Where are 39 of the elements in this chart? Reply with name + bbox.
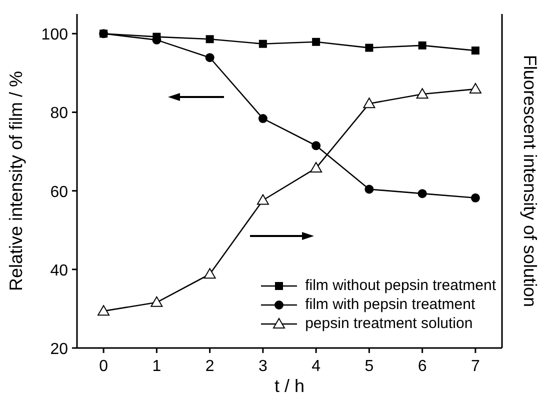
y-tick-label: 60 bbox=[50, 184, 68, 201]
point bbox=[471, 46, 480, 55]
y-tick-label: 80 bbox=[50, 105, 68, 122]
legend-label: film with pepsin treatment bbox=[305, 295, 476, 314]
x-tick-label: 6 bbox=[418, 358, 427, 375]
x-tick-label: 0 bbox=[99, 358, 108, 375]
point bbox=[206, 35, 214, 44]
y2-axis-title: Fluorescent intensity of solution bbox=[520, 54, 540, 308]
x-tick-label: 3 bbox=[258, 358, 268, 375]
x-axis-title: t / h bbox=[274, 376, 305, 396]
point bbox=[310, 162, 322, 173]
y-axis-title: Relative intensity of film / % bbox=[6, 70, 26, 292]
x-tick-label: 2 bbox=[205, 358, 214, 375]
point bbox=[312, 38, 320, 46]
point bbox=[312, 141, 321, 150]
point bbox=[205, 53, 214, 62]
point bbox=[365, 44, 374, 52]
x-tick-label: 7 bbox=[470, 358, 480, 375]
point bbox=[416, 88, 428, 99]
point bbox=[150, 296, 163, 307]
point bbox=[364, 184, 374, 194]
x-tick-label: 1 bbox=[152, 358, 162, 375]
point bbox=[418, 41, 426, 50]
point bbox=[363, 98, 376, 108]
legend-label: pepsin treatment solution bbox=[305, 314, 473, 333]
point bbox=[256, 194, 269, 205]
point bbox=[418, 189, 427, 198]
point bbox=[470, 193, 480, 202]
y-tick-label: 100 bbox=[41, 26, 68, 44]
legend-label: film without pepsin treatment bbox=[305, 276, 496, 295]
x-tick-label: 5 bbox=[364, 358, 374, 375]
point bbox=[469, 83, 482, 94]
point bbox=[204, 268, 216, 279]
x-tick-label: 4 bbox=[312, 358, 321, 375]
point bbox=[98, 305, 110, 316]
y-tick-label: 40 bbox=[50, 262, 68, 280]
point bbox=[258, 114, 268, 124]
point bbox=[258, 40, 267, 48]
y-tick-label: 20 bbox=[50, 341, 68, 358]
